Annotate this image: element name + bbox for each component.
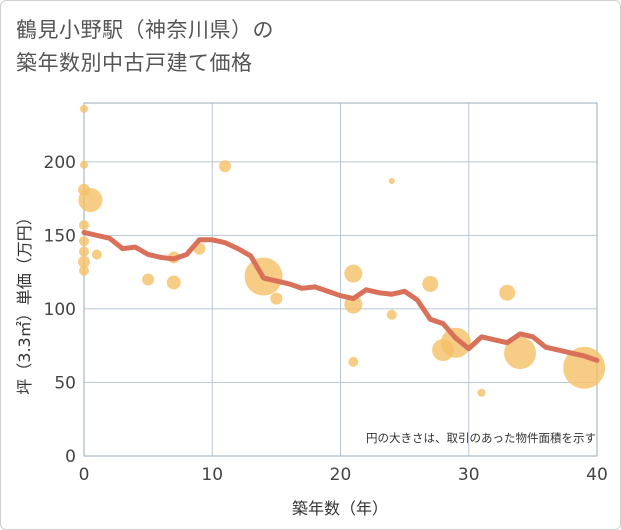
bubble-point: [79, 236, 89, 247]
bubble-point: [78, 255, 90, 268]
bubble-point: [142, 273, 155, 286]
trend-line: [81, 229, 600, 363]
bubble-point: [440, 327, 471, 358]
size-legend-note: 円の大きさは、取引のあった物件面積を示す: [366, 431, 596, 445]
bubble-point: [91, 249, 102, 260]
trend-series: [81, 229, 600, 363]
y-tick-label: 100: [44, 300, 76, 320]
x-tick-label: 10: [201, 465, 223, 485]
bubble-point: [80, 104, 88, 113]
chart-title-line1: 鶴見小野駅（神奈川県）の: [16, 18, 274, 42]
bubble-point: [344, 264, 363, 283]
x-tick-label: 0: [79, 465, 90, 485]
bubble-point: [79, 246, 89, 257]
chart-title-line2: 築年数別中古戸建て価格: [16, 51, 253, 75]
grid-lines: [83, 103, 598, 457]
bubble-point: [270, 292, 283, 305]
bubble-series: [78, 104, 606, 397]
chart-title: 鶴見小野駅（神奈川県）の 築年数別中古戸建て価格: [16, 14, 274, 80]
bubble-point: [388, 177, 395, 184]
bubble-point: [499, 284, 516, 301]
bubble-point: [79, 220, 89, 231]
bubble-point: [504, 337, 537, 370]
y-axis-title: 坪（3.3㎡）単価（万円）: [15, 209, 34, 394]
bubble-point: [219, 160, 232, 173]
y-tick-label: 0: [65, 447, 76, 467]
bubble-point: [386, 309, 397, 320]
y-tick-label: 150: [44, 226, 76, 246]
x-tick-label: 30: [458, 465, 480, 485]
x-axis-ticks: 0 10 20 30 40: [79, 465, 608, 485]
bubble-point: [78, 188, 103, 213]
x-axis-title: 築年数（年）: [292, 499, 388, 518]
bubble-point: [348, 356, 359, 367]
y-tick-label: 200: [44, 153, 76, 173]
y-axis-ticks: 0 50 100 150 200: [44, 153, 76, 467]
plot-area-border: [83, 102, 598, 457]
bubble-point: [477, 388, 486, 397]
bubble-point: [166, 275, 181, 290]
bubble-point: [79, 265, 89, 276]
bubble-point: [80, 160, 88, 169]
x-tick-label: 20: [330, 465, 352, 485]
y-tick-label: 50: [54, 373, 76, 393]
bubble-point: [422, 275, 439, 292]
x-tick-label: 40: [586, 465, 608, 485]
